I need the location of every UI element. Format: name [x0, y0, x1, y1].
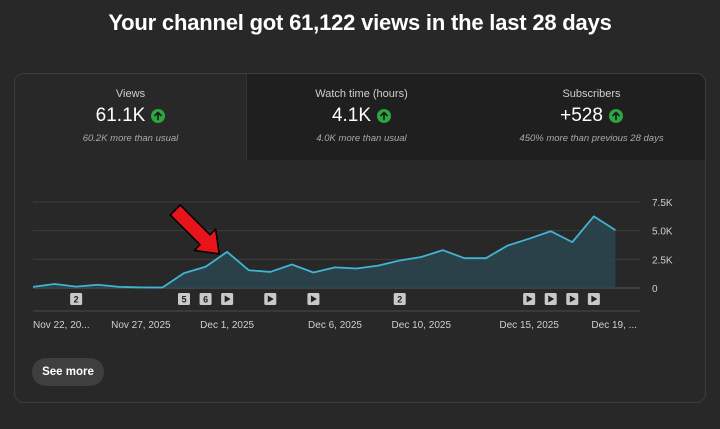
tab-subscribers-value: +528 [560, 105, 603, 126]
y-tick-label: 0 [652, 284, 658, 295]
y-tick-label: 7.5K [652, 198, 673, 209]
trend-up-icon [608, 109, 623, 123]
views-area [33, 216, 616, 288]
play-icon [548, 295, 555, 303]
tab-views-value: 61.1K [95, 105, 146, 126]
number-marker[interactable] [178, 293, 190, 305]
x-tick-label: Dec 1, 2025 [200, 320, 254, 331]
see-more-button[interactable]: See more [32, 358, 104, 386]
tab-watch-time[interactable]: Watch time (hours) 4.1K 4.0K more than u… [246, 74, 476, 160]
tab-views-label: Views [115, 88, 146, 100]
marker-count: 2 [74, 295, 79, 305]
annotation-arrow-icon [169, 204, 220, 255]
y-tick-label: 5.0K [652, 227, 673, 238]
views-line [32, 215, 616, 289]
tab-watch-time-value: 4.1K [331, 105, 372, 126]
number-marker[interactable] [70, 293, 83, 305]
trend-up-icon [151, 109, 166, 123]
x-tick-label: Dec 6, 2025 [308, 320, 362, 331]
x-tick-label: Dec 19, ... [591, 320, 637, 331]
metric-tabs: Views 61.1K 60.2K more than usual Watch … [15, 74, 705, 160]
tab-views[interactable]: Views 61.1K 60.2K more than usual [15, 74, 246, 160]
marker-count: 5 [181, 295, 186, 305]
play-icon [526, 295, 533, 303]
x-tick-label: Dec 10, 2025 [392, 320, 452, 331]
tab-watch-time-subtext: 4.0K more than usual [316, 133, 407, 144]
tab-subscribers-label: Subscribers [562, 88, 621, 100]
page-headline: Your channel got 61,122 views in the las… [108, 10, 612, 35]
marker-count: 6 [203, 295, 208, 305]
play-icon [224, 295, 231, 303]
tab-watch-time-label: Watch time (hours) [315, 88, 408, 100]
play-icon [267, 295, 274, 303]
y-tick-label: 2.5K [652, 255, 673, 266]
play-icon [569, 295, 576, 303]
play-icon [310, 295, 317, 303]
x-tick-label: Nov 27, 2025 [111, 320, 171, 331]
x-tick-label: Dec 15, 2025 [499, 320, 559, 331]
tab-subscribers-subtext: 450% more than previous 28 days [519, 133, 664, 144]
trend-up-icon [377, 109, 392, 123]
number-marker[interactable] [393, 293, 406, 305]
tab-views-subtext: 60.2K more than usual [82, 133, 179, 144]
play-icon [591, 295, 598, 303]
tab-subscribers[interactable]: Subscribers +528 450% more than previous… [476, 74, 705, 160]
x-tick-label: Nov 22, 20... [33, 320, 90, 331]
marker-count: 2 [397, 295, 402, 305]
number-marker[interactable] [199, 293, 212, 305]
